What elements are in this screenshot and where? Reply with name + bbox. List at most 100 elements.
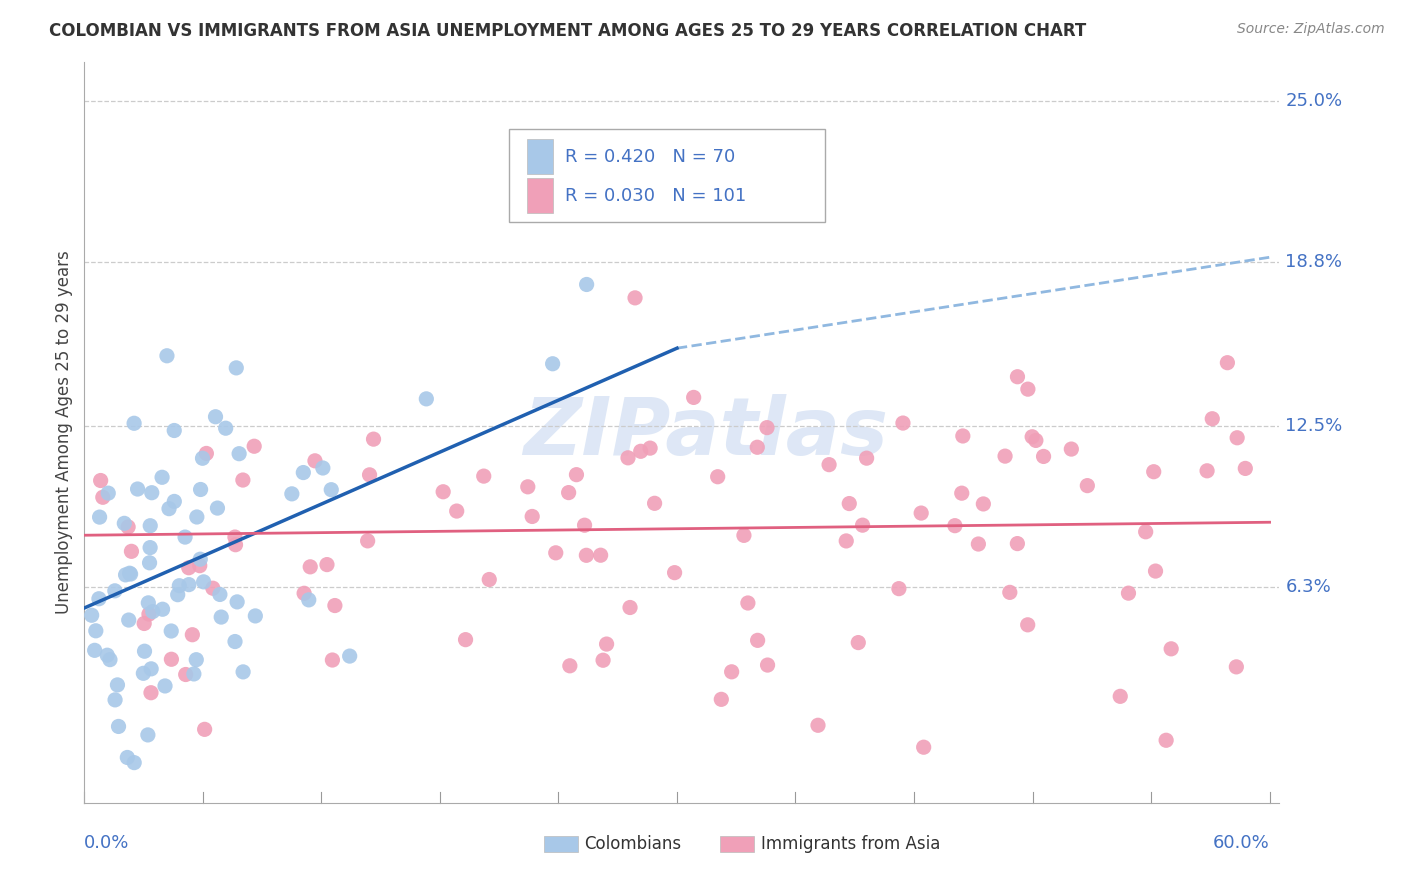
Point	[321, 653, 343, 667]
Point	[516, 480, 538, 494]
Point	[194, 723, 217, 737]
FancyBboxPatch shape	[544, 836, 578, 853]
Point	[891, 416, 914, 430]
Point	[682, 391, 704, 405]
FancyBboxPatch shape	[720, 836, 754, 853]
Point	[80, 608, 103, 623]
Point	[298, 592, 321, 607]
Point	[112, 516, 135, 531]
Point	[120, 567, 142, 582]
Point	[232, 473, 254, 487]
Point	[756, 658, 779, 673]
Point	[87, 591, 110, 606]
Point	[756, 420, 779, 434]
Point	[1144, 564, 1167, 578]
Point	[186, 510, 208, 524]
Point	[122, 756, 145, 770]
Point	[160, 624, 183, 638]
Point	[174, 530, 197, 544]
Point	[181, 628, 204, 642]
Point	[208, 587, 231, 601]
Point	[139, 518, 162, 533]
Point	[157, 501, 180, 516]
Point	[156, 349, 179, 363]
Point	[136, 728, 159, 742]
Text: COLOMBIAN VS IMMIGRANTS FROM ASIA UNEMPLOYMENT AMONG AGES 25 TO 29 YEARS CORRELA: COLOMBIAN VS IMMIGRANTS FROM ASIA UNEMPL…	[49, 22, 1087, 40]
Point	[204, 409, 226, 424]
Point	[152, 602, 174, 616]
Point	[104, 693, 127, 707]
Text: R = 0.030   N = 101: R = 0.030 N = 101	[565, 187, 747, 205]
Point	[323, 599, 346, 613]
Point	[160, 652, 183, 666]
Text: ZIPatlas: ZIPatlas	[523, 393, 889, 472]
Point	[186, 653, 208, 667]
Point	[1225, 660, 1247, 674]
Point	[595, 637, 617, 651]
Point	[89, 510, 111, 524]
Point	[575, 277, 598, 292]
Point	[415, 392, 437, 406]
Point	[163, 494, 186, 508]
Point	[127, 482, 149, 496]
Point	[589, 548, 612, 562]
Point	[557, 485, 579, 500]
Point	[359, 467, 381, 482]
Point	[972, 497, 994, 511]
Point	[664, 566, 686, 580]
Point	[912, 740, 935, 755]
Point	[107, 719, 129, 733]
Point	[838, 497, 860, 511]
Point	[446, 504, 468, 518]
Point	[215, 421, 238, 435]
Text: Immigrants from Asia: Immigrants from Asia	[761, 835, 941, 853]
Point	[134, 616, 156, 631]
Point	[141, 485, 163, 500]
Point	[478, 573, 501, 587]
Point	[190, 483, 212, 497]
Point	[96, 648, 118, 663]
Text: Colombians: Colombians	[583, 835, 681, 853]
Point	[138, 607, 160, 621]
Point	[737, 596, 759, 610]
Point	[710, 692, 733, 706]
Point	[226, 595, 249, 609]
Text: R = 0.420   N = 70: R = 0.420 N = 70	[565, 148, 735, 166]
Point	[855, 451, 877, 466]
Text: 60.0%: 60.0%	[1213, 834, 1270, 852]
Point	[747, 440, 769, 454]
Point	[967, 537, 990, 551]
Point	[195, 446, 218, 460]
Point	[630, 444, 652, 458]
Point	[118, 613, 141, 627]
Point	[818, 458, 841, 472]
Point	[224, 538, 246, 552]
Point	[228, 447, 250, 461]
Point	[120, 544, 142, 558]
Point	[321, 483, 343, 497]
Point	[183, 667, 205, 681]
Point	[225, 360, 247, 375]
Text: 18.8%: 18.8%	[1285, 253, 1343, 271]
Point	[950, 486, 973, 500]
Point	[312, 461, 335, 475]
Point	[193, 574, 215, 589]
Point	[139, 541, 162, 555]
Point	[887, 582, 910, 596]
Point	[138, 556, 160, 570]
Point	[686, 186, 709, 200]
Point	[150, 470, 173, 484]
Point	[153, 679, 176, 693]
Point	[134, 644, 156, 658]
Point	[910, 506, 932, 520]
Point	[209, 610, 232, 624]
Point	[998, 585, 1021, 599]
FancyBboxPatch shape	[527, 138, 553, 174]
Point	[107, 678, 129, 692]
Point	[104, 583, 127, 598]
Point	[243, 439, 266, 453]
Point	[558, 658, 581, 673]
Point	[224, 634, 246, 648]
Point	[174, 667, 197, 681]
Point	[1025, 434, 1047, 448]
